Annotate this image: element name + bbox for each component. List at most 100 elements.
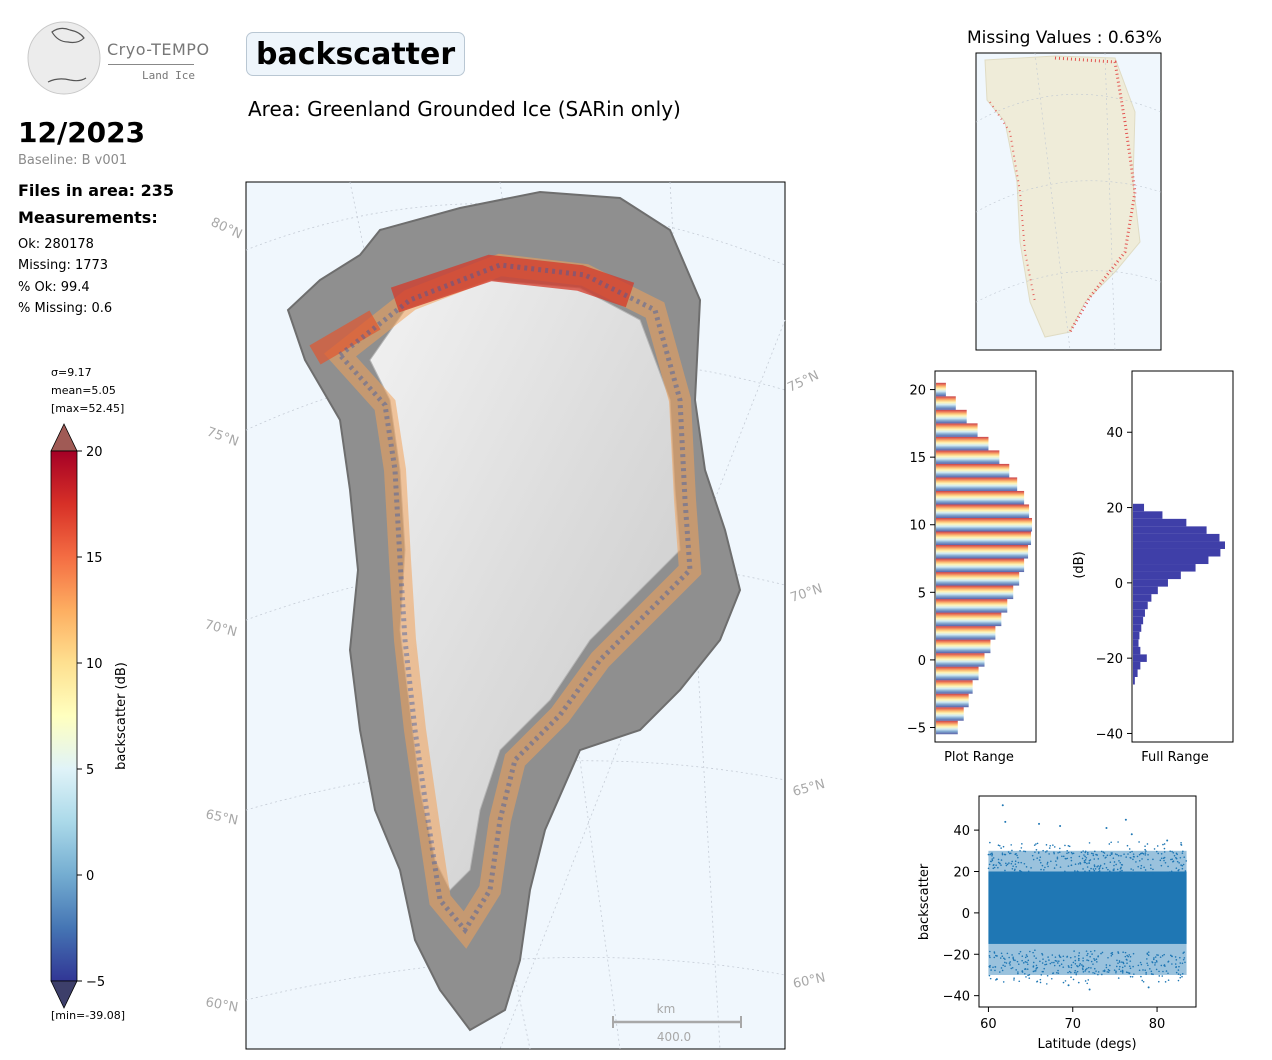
scatter-point — [1128, 848, 1131, 850]
scatter-point — [1031, 854, 1034, 857]
scatter-point — [1064, 870, 1066, 873]
scatter-point — [1116, 853, 1118, 856]
full-range-tick-label: −20 — [1096, 652, 1123, 667]
scatter-point — [1004, 958, 1006, 960]
colorbar-ticks: −5 0 5 10 15 20 — [77, 445, 105, 990]
scatter-point — [1125, 856, 1127, 858]
scatter-point — [991, 859, 994, 862]
scatter-point — [1006, 952, 1009, 955]
scatter-point — [1127, 971, 1129, 974]
scatter-point — [1175, 971, 1178, 974]
scatter-point — [1074, 874, 1077, 876]
full-range-bar — [1133, 564, 1196, 572]
scatter-point — [1017, 971, 1019, 973]
scatter-point — [1151, 973, 1153, 975]
scale-value: 400.0 — [657, 1030, 691, 1044]
scatter-point — [1158, 970, 1160, 973]
scatter-point — [997, 866, 999, 869]
scatter-point — [1113, 861, 1116, 863]
scatter-point — [1053, 964, 1056, 967]
scatter-point — [1087, 959, 1090, 962]
scatter-outlier — [1130, 833, 1133, 836]
scatter-point — [1052, 844, 1054, 846]
scatter-point — [1035, 957, 1037, 959]
scatter-point — [1045, 960, 1047, 963]
scatter-point — [1092, 971, 1094, 974]
scatter-point — [1059, 847, 1061, 850]
plot-range-bar — [936, 436, 989, 451]
scatter-point — [1018, 980, 1021, 983]
scatter-point — [1158, 975, 1161, 977]
scatter-point — [993, 866, 996, 869]
scatter-point — [1102, 854, 1105, 857]
scatter-point — [995, 872, 998, 875]
scatter-point — [1109, 964, 1111, 967]
scatter-point — [1039, 856, 1042, 859]
scatter-point — [1054, 860, 1057, 862]
scatter-point — [1140, 963, 1143, 966]
scatter-point — [1160, 852, 1163, 855]
plot-range-bar — [936, 720, 958, 735]
scatter-point — [1116, 874, 1119, 877]
scatter-point — [1000, 864, 1002, 866]
scatter-point — [1150, 970, 1153, 973]
scatter-point — [1132, 858, 1134, 861]
scatter-point — [1053, 852, 1055, 855]
scatter-point — [1015, 865, 1018, 868]
scatter-point — [1077, 954, 1080, 957]
scatter-point — [1070, 971, 1072, 974]
full-range-tick-label: 20 — [1106, 502, 1123, 517]
scatter-point — [1039, 981, 1042, 984]
scatter-point — [1171, 955, 1173, 958]
scatter-point — [1088, 869, 1091, 872]
full-range-bar — [1133, 631, 1140, 640]
scatter-outlier — [1001, 804, 1004, 807]
missing-map-land — [984, 55, 1141, 338]
scatter-point — [1157, 852, 1160, 855]
plot-range-bar — [936, 531, 1032, 546]
scatter-point — [1144, 845, 1146, 847]
scatter-point — [1027, 959, 1030, 962]
scatter-point — [1133, 973, 1135, 975]
files-count: Files in area: 235 — [18, 181, 174, 200]
full-range-bar — [1133, 661, 1141, 670]
scatter-point — [1170, 870, 1173, 873]
scatter-point — [1076, 964, 1078, 967]
lat-label: 60°N — [204, 995, 239, 1015]
scatter-point — [1118, 860, 1120, 862]
scatter-point — [1096, 961, 1098, 963]
scatter-point — [1095, 853, 1097, 856]
scatter-point — [1026, 955, 1029, 958]
scatter-point — [987, 867, 990, 870]
scatter-point — [1127, 955, 1129, 958]
scatter-point — [1004, 965, 1006, 967]
colorbar-min: [min=-39.08] — [51, 1009, 126, 1022]
scatter-point — [1008, 852, 1011, 855]
measurements-heading: Measurements: — [18, 208, 158, 227]
colorbar-tick-label: 15 — [86, 551, 103, 566]
scatter-point — [1177, 969, 1180, 971]
scatter-point — [1077, 981, 1080, 984]
scatter-point — [1058, 960, 1060, 962]
full-range-tick-label: 0 — [1115, 577, 1123, 592]
scatter-point — [1146, 958, 1148, 960]
scatter-outlier — [1166, 839, 1169, 842]
scatter-point — [1155, 968, 1158, 971]
scatter-point — [1086, 851, 1089, 854]
scatter-point — [1167, 871, 1170, 874]
scatter-point — [1145, 971, 1147, 974]
scatter-point — [1156, 954, 1158, 956]
scatter-point — [1152, 958, 1155, 961]
scatter-point — [1119, 861, 1122, 864]
scatter-point — [1149, 968, 1151, 970]
scatter-point — [1070, 976, 1072, 978]
scatter-point — [1182, 850, 1184, 853]
scatter-point — [1107, 956, 1109, 959]
scatter-point — [1109, 854, 1112, 857]
scatter-point — [1002, 845, 1005, 848]
scatter-point — [1019, 950, 1022, 953]
scatter-point — [1024, 872, 1027, 875]
scatter-point — [1044, 851, 1047, 853]
scatter-point — [1093, 972, 1096, 975]
scatter-xlabel: Latitude (degs) — [1037, 1037, 1136, 1052]
